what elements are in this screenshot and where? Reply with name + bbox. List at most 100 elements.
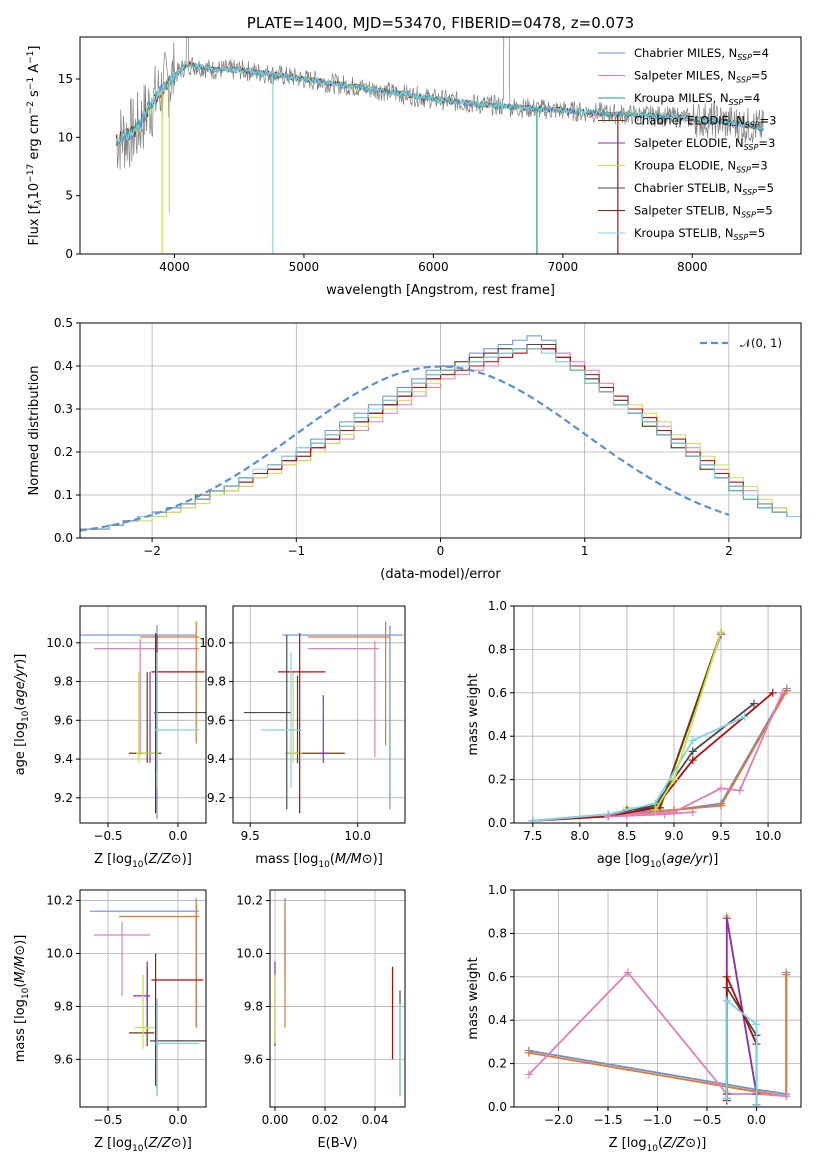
- y-tick-label: 0.8: [488, 642, 507, 656]
- plot-weight_vs_age: 7.5 8.0 8.5 9.0 9.5 10.0 0.0 0.2 0.4 0.6 0.8 1.0: [488, 599, 802, 843]
- weight-marker: [688, 747, 697, 756]
- y-tick-label: 10.0: [46, 947, 73, 961]
- x-tick-label: 8000: [677, 260, 708, 274]
- y-tick-label: 9.2: [207, 791, 226, 805]
- y-tick-label: 9.6: [54, 1052, 73, 1066]
- axes-frame: [513, 605, 802, 824]
- weight-marker: [717, 801, 726, 810]
- weight-marker: [722, 996, 731, 1005]
- legend-label: Salpeter STELIB, NSSP=5: [634, 204, 773, 220]
- y-axis-label: mass weight: [466, 673, 481, 755]
- x-axis-label: Z [log10(Z/Z⊙)]: [609, 1136, 707, 1154]
- y-tick-label: 9.6: [244, 1052, 263, 1066]
- plot-area-age_vs_Z: [80, 621, 206, 820]
- y-axis-label: Flux [fλ10−17 erg cm−2 s−1 A−1]: [26, 46, 44, 246]
- weight-line-salpeter_elodie: [725, 918, 758, 1095]
- y-tick-label: 10: [58, 130, 73, 144]
- y-tick-label: 1.0: [488, 599, 507, 613]
- legend-label: Chabrier STELIB, NSSP=5: [634, 181, 774, 197]
- weight-line-chabrier_miles: [626, 688, 788, 813]
- y-tick-label: 0.6: [488, 970, 507, 984]
- observed-spectrum: [115, 37, 764, 170]
- x-axis-label: (data-model)/error: [380, 567, 501, 582]
- plot-area-spectrum: [115, 37, 764, 254]
- legend-residuals: 𝒩(0, 1): [700, 336, 782, 350]
- normal-curve: [80, 365, 730, 532]
- weight-line-salpeter_stelib: [532, 692, 774, 822]
- plot-age_vs_Z: −0.5 0.0 9.2 9.4 9.6 9.8 10.0: [46, 605, 207, 843]
- weight-marker: [778, 688, 787, 697]
- y-tick-label: 0.3: [54, 402, 73, 416]
- weight-marker: [660, 810, 669, 819]
- legend-label: Chabrier MILES, NSSP=4: [634, 46, 769, 62]
- weight-marker: [669, 775, 678, 784]
- weight-marker: [752, 1020, 761, 1029]
- legend-label: Kroupa ELODIE, NSSP=3: [634, 159, 768, 175]
- weight-marker: [604, 812, 613, 821]
- y-tick-label: 10.0: [199, 636, 226, 650]
- weight-marker: [722, 914, 731, 923]
- y-tick-label: 9.4: [54, 752, 73, 766]
- y-tick-label: 9.8: [54, 675, 73, 689]
- x-tick-label: −1.5: [593, 1113, 622, 1127]
- weight-line-orange: [528, 974, 788, 1098]
- x-tick-label: 8.5: [617, 829, 636, 843]
- axes-frame: [79, 605, 207, 824]
- weight-marker: [717, 784, 726, 793]
- y-tick-label: 0.0: [488, 1100, 507, 1114]
- y-tick-label: 9.6: [54, 713, 73, 727]
- legend-label: Salpeter MILES, NSSP=5: [634, 69, 768, 85]
- weight-marker: [524, 1048, 533, 1057]
- model-spectrum-kroupa_stelib: [115, 62, 764, 146]
- y-tick-label: 0.4: [488, 729, 507, 743]
- y-tick-label: 15: [58, 72, 73, 86]
- y-tick-label: 0.5: [54, 316, 73, 330]
- x-axis-label: mass [log10(M/M⊙)]: [255, 852, 383, 870]
- weight-marker: [782, 1092, 791, 1101]
- x-tick-label: 6000: [418, 260, 449, 274]
- plot-area-mass_vs_Z: [89, 897, 206, 1097]
- x-tick-label: −0.5: [93, 829, 122, 843]
- y-tick-label: 9.8: [207, 675, 226, 689]
- x-tick-label: 0.0: [168, 1113, 187, 1127]
- plot-weight_vs_Z: −2.0 −1.5 −1.0 −0.5 0.0 0.0 0.2 0.4 0.6 0.8 1.0: [488, 883, 802, 1127]
- x-tick-label: −0.5: [692, 1113, 721, 1127]
- axes-frame: [79, 36, 802, 255]
- weight-line-kroupa_stelib: [725, 998, 758, 1105]
- y-tick-label: 0.2: [488, 1057, 507, 1071]
- legend-label: 𝒩(0, 1): [740, 336, 782, 350]
- plot-area-weight_vs_age: [528, 628, 791, 823]
- x-tick-label: 7000: [548, 260, 579, 274]
- y-axis-label: mass [log10(M/M⊙)]: [13, 935, 31, 1063]
- plot-area-age_vs_mass: [243, 621, 403, 814]
- y-tick-label: 0.6: [488, 686, 507, 700]
- x-axis-label: Z [log10(Z/Z⊙)]: [94, 852, 192, 870]
- weight-marker: [722, 1094, 731, 1103]
- y-tick-label: 0.8: [488, 926, 507, 940]
- weight-marker: [735, 786, 744, 795]
- legend-spectrum: Chabrier MILES, NSSP=4 Salpeter MILES, NS…: [598, 46, 776, 242]
- plot-spectrum: 4000 5000 6000 7000 8000 0 5 10 15: [58, 36, 802, 274]
- x-tick-label: 4000: [159, 260, 190, 274]
- weight-marker: [782, 970, 791, 979]
- weight-marker: [782, 686, 791, 695]
- weight-marker: [651, 805, 660, 814]
- y-tick-label: 9.4: [207, 752, 226, 766]
- x-tick-label: 0.04: [362, 1113, 389, 1127]
- plot-area-weight_vs_Z: [524, 912, 791, 1107]
- x-tick-label: −2.0: [544, 1113, 573, 1127]
- axes-frame: [232, 605, 406, 824]
- weight-marker: [524, 1070, 533, 1079]
- plot-age_vs_mass: 9.5 10.0 9.2 9.4 9.6 9.8 10.0: [199, 605, 406, 843]
- y-tick-label: 10.0: [236, 947, 263, 961]
- x-tick-label: 2: [725, 544, 733, 558]
- legend-label: Kroupa STELIB, NSSP=5: [634, 226, 765, 242]
- weight-marker: [528, 816, 537, 823]
- plot-area-residuals: [80, 335, 801, 532]
- x-axis-label: age [log10(age/yr)]: [597, 852, 719, 870]
- y-tick-label: 0.2: [488, 773, 507, 787]
- x-tick-label: 0.0: [168, 829, 187, 843]
- y-tick-label: 9.2: [54, 791, 73, 805]
- x-tick-label: 8.0: [570, 829, 589, 843]
- y-axis-label: Normed distribution: [27, 366, 42, 496]
